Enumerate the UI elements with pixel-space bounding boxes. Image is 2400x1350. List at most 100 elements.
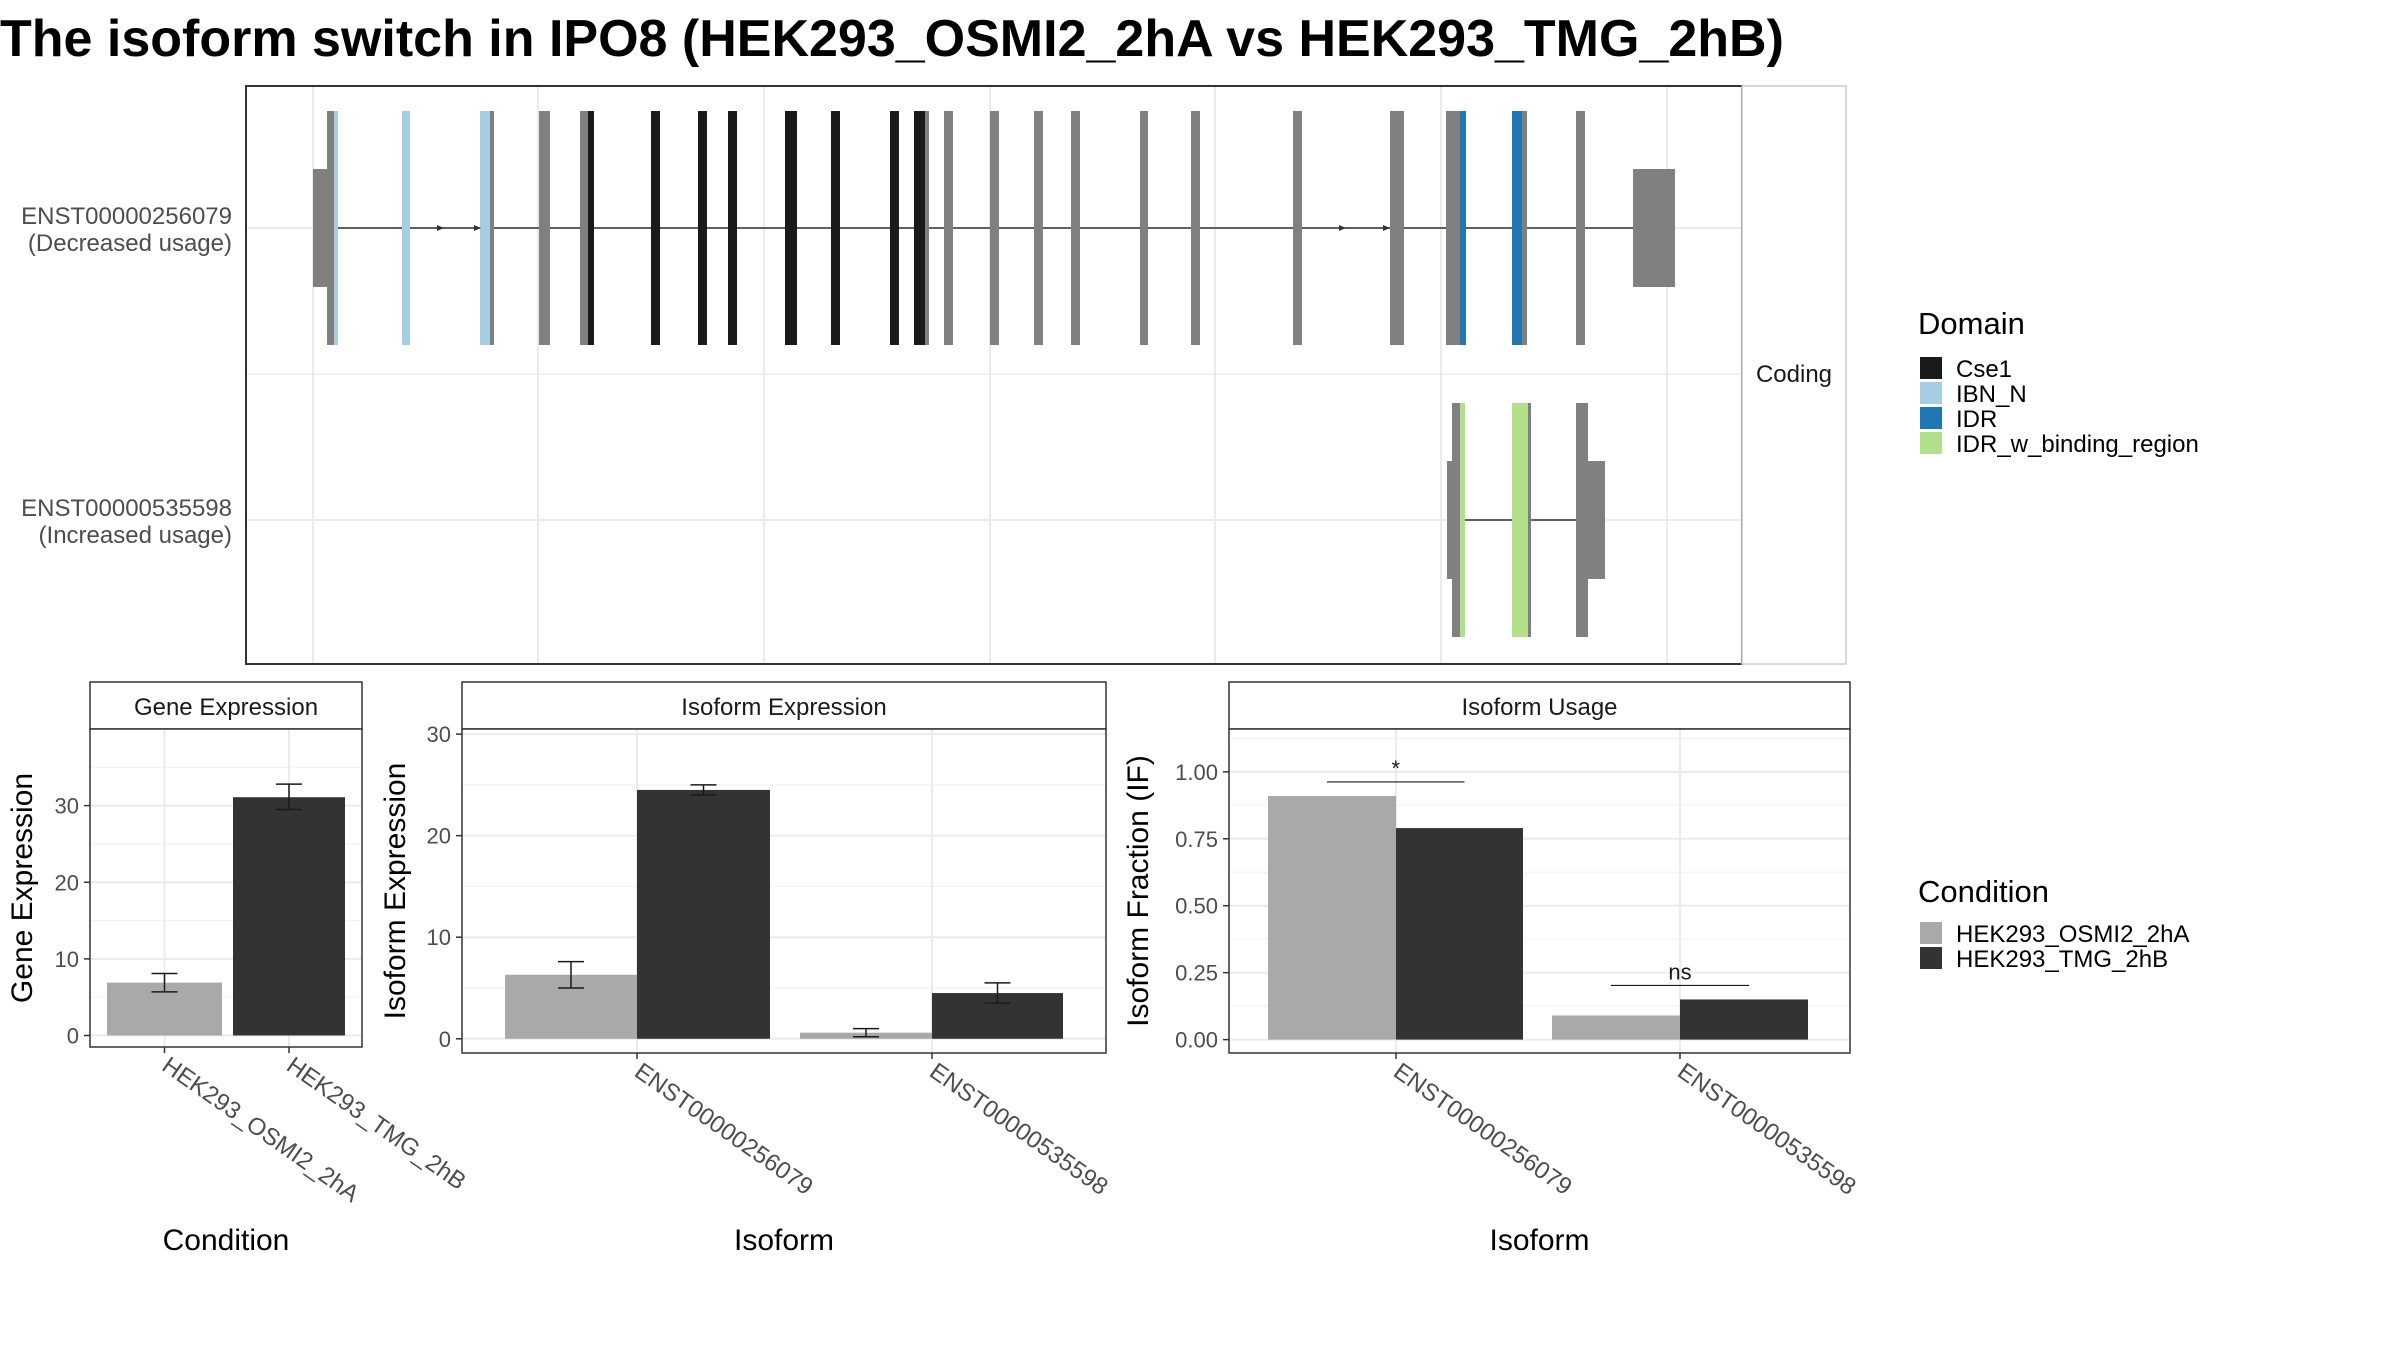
error-bar [690,784,717,796]
condition-legend-title: Condition [1918,874,2049,909]
exon-block [327,111,335,345]
exon-block [580,111,588,345]
exon-block [1528,403,1531,637]
condition-legend: Condition HEK293_OSMI2_2hA HEK293_TMG_2h… [1918,874,2189,973]
exon-block [1390,111,1404,345]
transcript-shapes [313,111,1675,637]
legend-label-cond-a: HEK293_OSMI2_2hA [1956,921,2189,948]
legend-swatch-idr [1920,407,1942,429]
x-tick-label: ENST00000256079 [1389,1058,1577,1201]
exon-block [1071,111,1080,345]
exon-block [1460,403,1465,637]
utr-block [1447,461,1455,579]
plot-border [1228,728,1851,1054]
chart-title: Isoform Expression [681,694,886,721]
strand-arrow [1339,225,1346,231]
legend-label-cse1: Cse1 [1956,356,2012,383]
error-bar [276,783,302,811]
exon-block [480,111,490,345]
legend-swatch-cond-b [1920,947,1942,969]
y-tick-label: 20 [55,870,79,895]
exon-block [1576,111,1585,345]
exon-block [728,111,737,345]
chart-title: Isoform Usage [1461,694,1617,721]
x-tick-label: ENST00000535598 [1673,1058,1861,1201]
exon-block [831,111,840,345]
legend-label-cond-b: HEK293_TMG_2hB [1956,946,2168,973]
facet-label: Coding [1756,361,1832,388]
exon-block [785,111,797,345]
legend-swatch-cse1 [1920,357,1942,379]
y-tick-label: 0.75 [1175,827,1218,852]
exon-block [1576,403,1588,637]
transcript-note-2: (Increased usage) [39,522,232,549]
exon-block [1460,111,1466,345]
x-axis-title: Isoform [734,1224,834,1257]
facet-strip [89,681,363,730]
chart-title: Gene Expression [134,694,318,721]
exon-block [925,111,929,345]
exon-block [944,111,953,345]
exon-block [1446,111,1460,345]
exon-block [1512,111,1522,345]
error-bar [984,982,1011,1004]
bar [233,797,345,1036]
facet-strip [461,681,1107,730]
exon-block [588,111,594,345]
exon-block [990,111,999,345]
y-tick-label: 20 [427,824,451,849]
utr-block [1588,461,1605,579]
exon-block [890,111,899,345]
facet-strip [1741,85,1847,665]
y-tick-label: 30 [427,722,451,747]
exon-block [914,111,925,345]
utr-block [313,169,329,287]
bar [637,789,770,1039]
exon-block [698,111,707,345]
isoform-expression-chart: Isoform Expression 0 10 20 30 ENST00000256079… [379,681,1113,1257]
facet-strip [1228,681,1851,730]
y-tick-label: 0.00 [1175,1028,1218,1053]
y-tick-label: 10 [427,925,451,950]
strand-arrow [437,225,444,231]
transcript-note-1: (Decreased usage) [28,230,232,257]
exon-block [490,111,494,345]
error-bar [558,960,584,989]
exon-block [1452,403,1460,637]
x-tick-label: ENST00000256079 [630,1058,818,1201]
y-axis-title: Isoform Expression [379,763,412,1020]
domain-legend: Domain Cse1 IBN_N IDR IDR_w_binding_regi… [1918,306,2199,458]
y-axis-title: Gene Expression [6,773,39,1003]
y-tick-label: 0.50 [1175,894,1218,919]
bar [1680,999,1808,1040]
strand-arrow [474,225,481,231]
exon-block [651,111,660,345]
utr-block [1633,169,1675,287]
legend-swatch-ibn-n [1920,382,1942,404]
exon-block [1512,403,1528,637]
plot-border [89,728,363,1048]
bar [1396,828,1523,1040]
exon-block [1034,111,1043,345]
error-bar [151,972,178,993]
significance-label: ns [1668,959,1691,984]
isoform-usage-chart: Isoform Usage 0.00 0.25 0.50 0.75 1.00 * ns ENST… [1122,681,1861,1257]
legend-swatch-idr-w-binding [1920,432,1942,454]
legend-label-idr: IDR [1956,406,1997,433]
exon-block [334,111,338,345]
exon-block [1191,111,1200,345]
exon-block [1522,111,1527,345]
bar [1552,1015,1680,1040]
significance-label: * [1391,756,1400,781]
x-axis-title: Isoform [1489,1224,1589,1257]
error-bar [853,1027,879,1038]
y-axis-title: Isoform Fraction (IF) [1122,755,1155,1027]
transcript-label-2: ENST00000535598 [21,495,232,522]
figure-title: The isoform switch in IPO8 (HEK293_OSMI2… [0,10,1784,68]
y-tick-label: 1.00 [1175,760,1218,785]
exon-block [402,111,410,345]
transcript-label-1: ENST00000256079 [21,203,232,230]
plot-border [461,728,1107,1054]
x-tick-label: ENST00000535598 [925,1058,1113,1201]
